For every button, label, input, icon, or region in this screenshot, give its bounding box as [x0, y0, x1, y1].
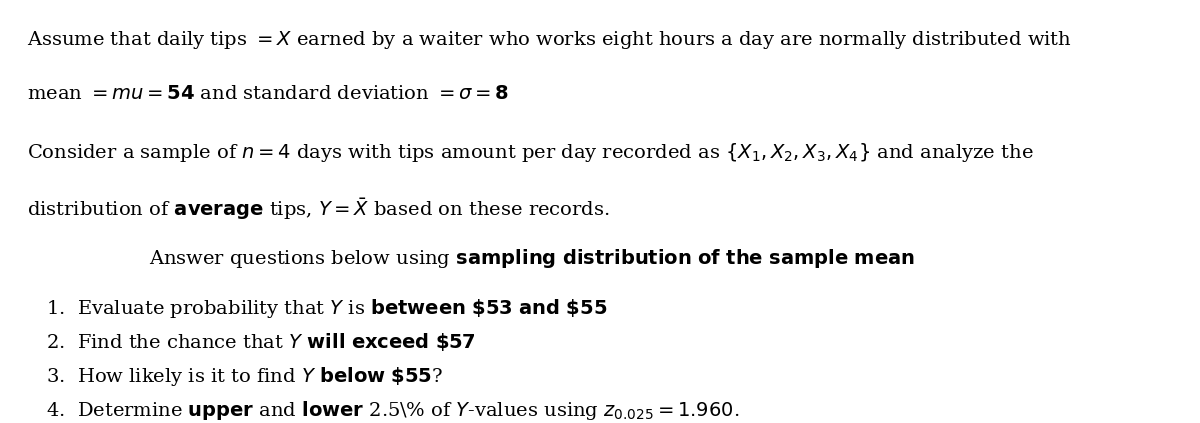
Text: 1.  Evaluate probability that $Y$ is $\mathbf{between\ \$53\ and\ \$55}$: 1. Evaluate probability that $Y$ is $\ma… [47, 297, 607, 320]
Text: 4.  Determine $\mathbf{upper}$ and $\mathbf{lower}$ 2.5\% of $Y$-values using $z: 4. Determine $\mathbf{upper}$ and $\math… [47, 399, 740, 422]
Text: distribution of $\mathbf{average}$ tips, $Y = \bar{X}$ based on these records.: distribution of $\mathbf{average}$ tips,… [28, 196, 610, 222]
Text: Consider a sample of $n = 4$ days with tips amount per day recorded as $\{X_1, X: Consider a sample of $n = 4$ days with t… [28, 140, 1034, 164]
Text: 2.  Find the chance that $Y$ $\mathbf{will\ exceed\ \$57}$: 2. Find the chance that $Y$ $\mathbf{wil… [47, 331, 476, 353]
Text: mean $= mu = \mathbf{54}$ and standard deviation $= \sigma = \mathbf{8}$: mean $= mu = \mathbf{54}$ and standard d… [28, 85, 510, 103]
Text: 3.  How likely is it to find $Y$ $\mathbf{below\ \$55}$?: 3. How likely is it to find $Y$ $\mathbf… [47, 365, 444, 388]
Text: Answer questions below using $\mathbf{sampling\ distribution\ of\ the\ sample\ m: Answer questions below using $\mathbf{sa… [150, 247, 916, 269]
Text: Assume that daily tips $= X$ earned by a waiter who works eight hours a day are : Assume that daily tips $= X$ earned by a… [28, 29, 1073, 51]
